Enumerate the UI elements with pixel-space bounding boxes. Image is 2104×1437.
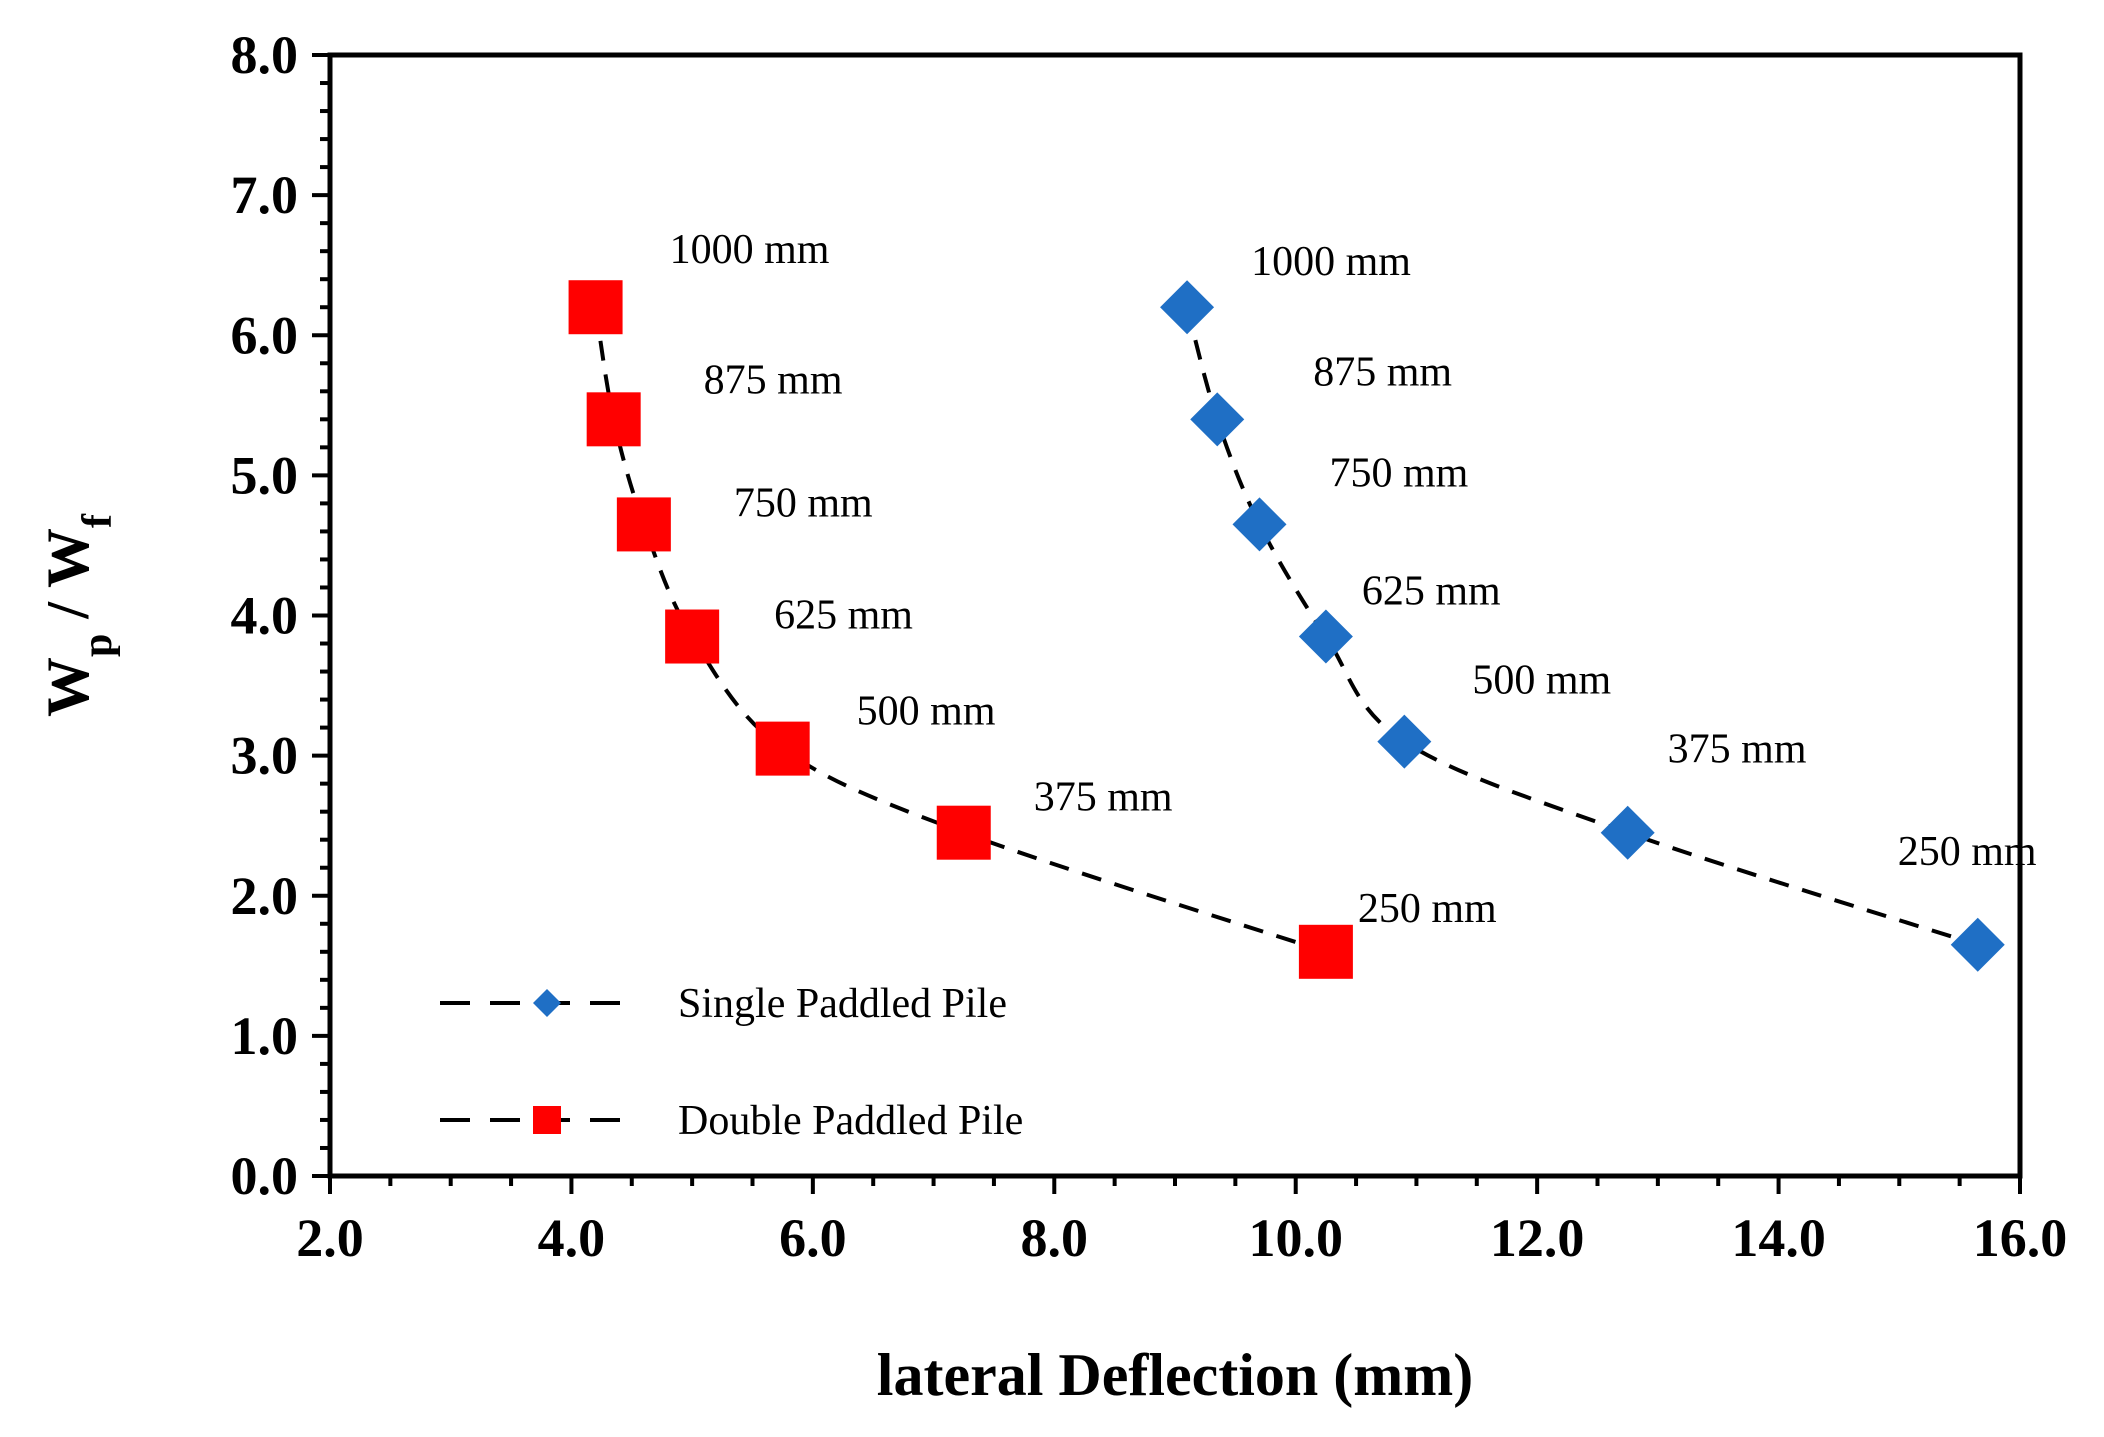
y-tick-label: 7.0 [231,165,299,225]
x-tick-label: 14.0 [1731,1208,1826,1268]
point-label-0-0: 1000 mm [1251,239,1411,285]
y-tick-label: 3.0 [231,726,299,786]
x-tick-label: 6.0 [779,1208,847,1268]
point-label-0-2: 750 mm [1330,450,1469,496]
y-tick-label: 2.0 [231,866,299,926]
point-label-0-4: 500 mm [1472,658,1611,704]
point-label-1-4: 500 mm [857,689,996,735]
point-label-0-6: 250 mm [1898,829,2037,875]
x-tick-label: 16.0 [1973,1208,2068,1268]
point-label-1-1: 875 mm [704,357,843,403]
axes: 2.0 4.0 6.0 8.0 10.0 12.0 14.0 16.0 0.0 1.0 2.0 3.0… [231,25,2068,1268]
y-tick-label: 1.0 [231,1006,299,1066]
data-point-1-2 [616,497,671,552]
x-tick-label: 2.0 [296,1208,364,1268]
x-tick-label: 12.0 [1490,1208,1585,1268]
series-line-0 [1185,306,1979,947]
data-point-0-4 [1377,714,1432,769]
point-label-1-3: 625 mm [774,593,913,639]
series-line-1 [593,306,1327,954]
legend-label-1: Double Paddled Pile [678,1098,1023,1144]
data-point-0-0 [1160,280,1215,335]
x-tick-label: 8.0 [1021,1208,1089,1268]
data-point-0-2 [1232,497,1287,552]
point-label-1-6: 250 mm [1358,886,1497,932]
y-axis-title-sub1: p [75,634,121,657]
point-label-0-5: 375 mm [1668,727,1807,773]
legend-marker-1 [533,1106,561,1134]
data-point-0-3 [1298,609,1353,664]
series-points [568,280,2005,979]
data-point-0-6 [1950,917,2005,972]
plot-frame [327,52,2023,1179]
legend: Single Paddled Pile Double Paddled Pile [440,981,1023,1144]
y-tick-label: 8.0 [231,25,299,85]
point-label-1-5: 375 mm [1034,775,1173,821]
point-label-0-3: 625 mm [1362,569,1501,615]
point-label-0-1: 875 mm [1313,349,1452,395]
legend-label-0: Single Paddled Pile [678,981,1007,1027]
y-tick-label: 5.0 [231,445,299,505]
legend-marker-0 [533,989,561,1017]
series-lines [593,306,1979,954]
data-point-1-3 [665,609,720,664]
x-tick-label: 10.0 [1248,1208,1343,1268]
y-axis-title-main: W [35,657,101,717]
data-point-0-1 [1190,392,1245,447]
y-tick-label: 0.0 [231,1146,299,1206]
data-point-1-4 [755,721,810,776]
data-point-1-5 [936,805,991,860]
y-tick-label: 4.0 [231,586,299,646]
y-axis-title-sub2: f [75,513,121,528]
x-axis-title: lateral Deflection (mm) [877,1342,1473,1408]
y-tick-label: 6.0 [231,305,299,365]
data-point-1-1 [586,392,641,447]
y-axis-title: Wp / Wf [35,513,121,717]
point-label-1-0: 1000 mm [670,227,830,273]
point-labels: 1000 mm 875 mm 750 mm 625 mm 500 mm 375 mm 250… [670,227,2037,932]
x-tick-label: 4.0 [538,1208,606,1268]
point-label-1-2: 750 mm [734,480,873,526]
data-point-0-5 [1600,805,1655,860]
y-axis-title-sep: / W [35,528,101,634]
data-point-1-6 [1298,924,1353,979]
data-point-1-0 [568,280,623,335]
